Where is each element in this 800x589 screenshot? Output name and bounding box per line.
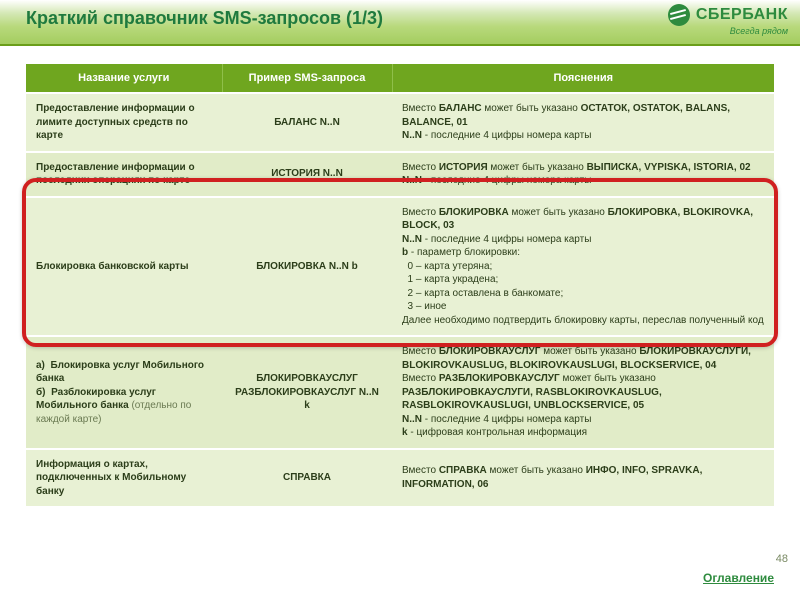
col-header-service: Название услуги [26,64,222,93]
cell-example: БЛОКИРОВКА N..N b [222,197,392,337]
table-container: Название услуги Пример SMS-запроса Поясн… [0,46,800,506]
cell-explain: Вместо ИСТОРИЯ может быть указано ВЫПИСК… [392,152,774,197]
logo-subtitle: Всегда рядом [668,27,788,37]
header-banner: Краткий справочник SMS-запросов (1/3) СБ… [0,0,800,46]
cell-example: БЛОКИРОВКАУСЛУГРАЗБЛОКИРОВКАУСЛУГ N..N k [222,336,392,449]
page-title: Краткий справочник SMS-запросов (1/3) [26,8,383,29]
cell-service: а) Блокировка услуг Мобильного банкаб) Р… [26,336,222,449]
table-row: а) Блокировка услуг Мобильного банкаб) Р… [26,336,774,449]
table-row: Информация о картах, подключенных к Моби… [26,449,774,507]
table-row: Предоставление информации о последних оп… [26,152,774,197]
logo-icon [668,4,690,26]
cell-service: Информация о картах, подключенных к Моби… [26,449,222,507]
col-header-example: Пример SMS-запроса [222,64,392,93]
cell-example: ИСТОРИЯ N..N [222,152,392,197]
toc-link[interactable]: Оглавление [703,571,774,585]
cell-service: Предоставление информации о лимите досту… [26,93,222,152]
table-row: Предоставление информации о лимите досту… [26,93,774,152]
table-row: Блокировка банковской картыБЛОКИРОВКА N.… [26,197,774,337]
cell-service: Предоставление информации о последних оп… [26,152,222,197]
cell-explain: Вместо СПРАВКА может быть указано ИНФО, … [392,449,774,507]
logo-text: СБЕРБАНК [696,6,788,24]
cell-service: Блокировка банковской карты [26,197,222,337]
sms-commands-table: Название услуги Пример SMS-запроса Поясн… [26,64,774,506]
col-header-explain: Пояснения [392,64,774,93]
cell-example: СПРАВКА [222,449,392,507]
cell-explain: Вместо БЛОКИРОВКА может быть указано БЛО… [392,197,774,337]
cell-example: БАЛАНС N..N [222,93,392,152]
cell-explain: Вместо БЛОКИРОВКАУСЛУГ может быть указан… [392,336,774,449]
cell-explain: Вместо БАЛАНС может быть указано ОСТАТОК… [392,93,774,152]
logo: СБЕРБАНК Всегда рядом [668,4,788,37]
page-number: 48 [776,553,788,565]
